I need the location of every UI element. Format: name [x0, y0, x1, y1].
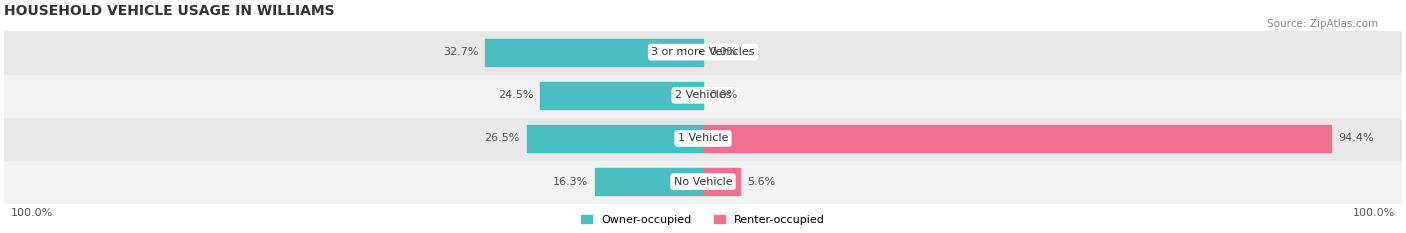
Text: 94.4%: 94.4%: [1339, 134, 1374, 144]
Bar: [703, 168, 741, 195]
Text: 100.0%: 100.0%: [11, 208, 53, 218]
Text: 26.5%: 26.5%: [485, 134, 520, 144]
Text: 1 Vehicle: 1 Vehicle: [678, 134, 728, 144]
Text: HOUSEHOLD VEHICLE USAGE IN WILLIAMS: HOUSEHOLD VEHICLE USAGE IN WILLIAMS: [4, 4, 335, 18]
Text: 16.3%: 16.3%: [553, 177, 588, 187]
Text: 0.0%: 0.0%: [710, 47, 738, 57]
Text: 2 Vehicles: 2 Vehicles: [675, 90, 731, 100]
Legend: Owner-occupied, Renter-occupied: Owner-occupied, Renter-occupied: [576, 210, 830, 229]
Bar: [4, 74, 1402, 117]
Bar: [540, 82, 703, 109]
Bar: [595, 168, 703, 195]
Text: 5.6%: 5.6%: [747, 177, 775, 187]
Text: 0.0%: 0.0%: [710, 90, 738, 100]
Bar: [4, 117, 1402, 160]
Bar: [527, 125, 703, 152]
Bar: [703, 125, 1331, 152]
Text: Source: ZipAtlas.com: Source: ZipAtlas.com: [1267, 19, 1378, 29]
Text: 24.5%: 24.5%: [498, 90, 533, 100]
Text: 3 or more Vehicles: 3 or more Vehicles: [651, 47, 755, 57]
Bar: [485, 39, 703, 65]
Text: 100.0%: 100.0%: [1353, 208, 1395, 218]
Text: 32.7%: 32.7%: [443, 47, 478, 57]
Text: No Vehicle: No Vehicle: [673, 177, 733, 187]
Bar: [4, 31, 1402, 74]
Bar: [4, 160, 1402, 203]
